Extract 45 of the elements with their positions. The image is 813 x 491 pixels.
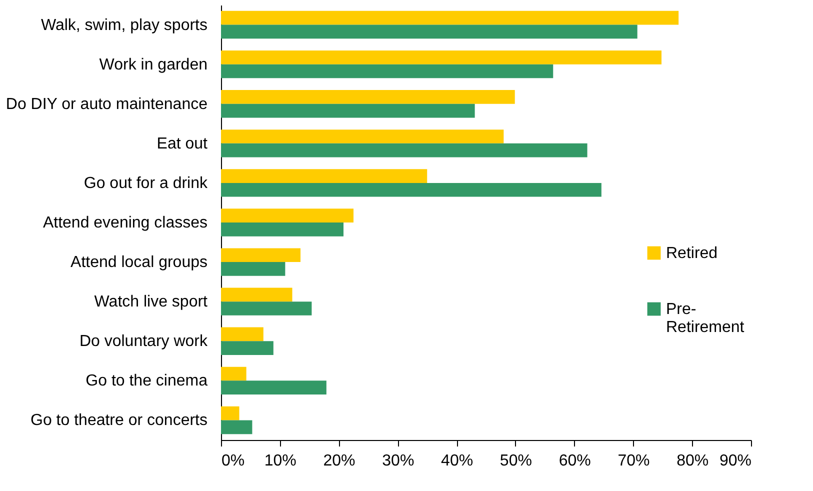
bar [221,143,588,158]
legend-label: Pre-Retirement [666,301,745,336]
bar [221,104,475,118]
bar [221,248,300,262]
x-tick-label: 40% [441,452,474,470]
bar [221,302,312,316]
y-tick-label: Attend local groups [70,254,208,272]
x-tick-label: 60% [558,452,591,470]
y-tick-label: Do DIY or auto maintenance [6,96,208,113]
legend-label: Retired [666,245,718,262]
y-tick-label: Attend evening classes [42,214,208,232]
bar [221,24,638,39]
bar [221,288,292,302]
y-tick-label: Walk, swim, play sports [40,16,208,34]
y-tick-label: Watch live sport [94,294,208,311]
x-tick-label: 90% [719,452,752,470]
x-tick-label: 10% [264,452,296,470]
x-tick-label: 50% [500,452,532,470]
y-tick-label: Go out for a drink [84,174,208,192]
bar [221,130,504,144]
y-tick-label: Go to theatre or concerts [30,412,208,430]
y-tick-label: Eat out [156,135,208,152]
bar [221,64,554,78]
bar [221,169,428,183]
bar [221,222,344,236]
x-tick-label: 0% [222,452,245,470]
bar [221,50,662,64]
bar [221,327,264,342]
bar [221,406,240,420]
bar [221,182,602,197]
bar [221,90,515,104]
x-tick-label: 70% [618,452,650,470]
bar [221,341,274,355]
y-tick-label: Go to the cinema [86,372,208,390]
bar [221,380,326,395]
x-tick-label: 30% [382,452,414,470]
bar [221,208,354,222]
y-tick-label: Work in garden [99,56,208,74]
bar [221,262,286,276]
x-tick-label: 80% [676,452,709,470]
bar [221,10,679,25]
bar [221,366,246,381]
bar [221,420,252,434]
y-tick-label: Do voluntary work [79,333,208,350]
x-tick-label: 20% [323,452,356,470]
